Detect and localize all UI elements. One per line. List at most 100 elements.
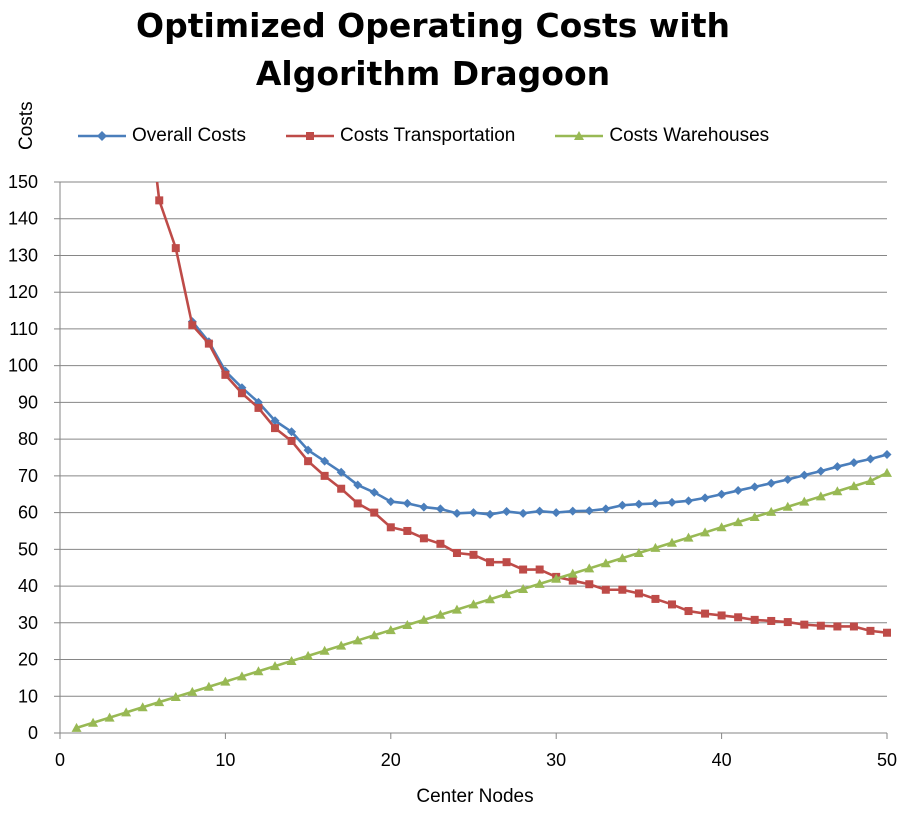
y-tick-label: 80 bbox=[18, 429, 38, 449]
y-tick-label: 150 bbox=[8, 172, 38, 192]
data-point-costs-transportation bbox=[684, 607, 693, 616]
data-point-costs-warehouses bbox=[88, 717, 99, 727]
data-point-costs-warehouses bbox=[253, 666, 264, 676]
data-point-overall-costs bbox=[535, 506, 545, 516]
data-point-overall-costs bbox=[617, 500, 627, 510]
data-point-costs-warehouses bbox=[716, 522, 727, 532]
data-point-overall-costs bbox=[303, 445, 313, 455]
data-point-overall-costs bbox=[419, 502, 429, 512]
x-tick-label: 40 bbox=[712, 750, 732, 770]
y-tick-label: 0 bbox=[28, 723, 38, 743]
x-tick-label: 20 bbox=[381, 750, 401, 770]
data-point-overall-costs bbox=[601, 504, 611, 514]
legend: Overall Costs Costs Transportation Costs… bbox=[78, 122, 809, 150]
data-point-costs-transportation bbox=[734, 613, 743, 622]
data-point-overall-costs bbox=[865, 454, 875, 464]
x-tick-label: 0 bbox=[55, 750, 65, 770]
data-point-costs-transportation bbox=[651, 594, 660, 603]
data-point-costs-transportation bbox=[287, 436, 296, 445]
data-point-overall-costs bbox=[766, 478, 776, 488]
data-point-costs-warehouses bbox=[435, 609, 446, 619]
data-point-costs-warehouses bbox=[700, 527, 711, 537]
data-point-overall-costs bbox=[717, 489, 727, 499]
data-point-overall-costs bbox=[518, 508, 528, 518]
y-tick-label: 100 bbox=[8, 356, 38, 376]
data-point-costs-warehouses bbox=[733, 517, 744, 527]
x-tick-label: 10 bbox=[215, 750, 235, 770]
data-point-costs-warehouses bbox=[799, 496, 810, 506]
data-point-costs-warehouses bbox=[336, 640, 347, 650]
y-tick-label: 90 bbox=[18, 392, 38, 412]
data-point-costs-transportation bbox=[486, 558, 495, 567]
data-point-costs-transportation bbox=[717, 611, 726, 620]
series-costs-warehouses bbox=[71, 467, 892, 732]
y-tick-label: 30 bbox=[18, 613, 38, 633]
data-point-overall-costs bbox=[452, 508, 462, 518]
data-point-costs-warehouses bbox=[782, 501, 793, 511]
y-tick-label: 130 bbox=[8, 245, 38, 265]
data-point-costs-transportation bbox=[750, 615, 759, 624]
data-point-overall-costs bbox=[733, 486, 743, 496]
data-point-costs-transportation bbox=[601, 585, 610, 594]
data-point-costs-warehouses bbox=[766, 506, 777, 516]
data-point-costs-warehouses bbox=[369, 630, 380, 640]
data-point-overall-costs bbox=[799, 470, 809, 480]
data-point-costs-warehouses bbox=[650, 542, 661, 552]
data-point-costs-warehouses bbox=[551, 573, 562, 583]
data-point-costs-warehouses bbox=[865, 476, 876, 486]
data-point-costs-transportation bbox=[304, 457, 313, 466]
data-point-overall-costs bbox=[336, 467, 346, 477]
data-point-costs-transportation bbox=[585, 580, 594, 589]
series-line-overall-costs bbox=[191, 320, 887, 516]
data-point-costs-warehouses bbox=[815, 491, 826, 501]
data-point-costs-warehouses bbox=[137, 702, 148, 712]
data-point-costs-transportation bbox=[188, 321, 197, 330]
data-point-overall-costs bbox=[783, 475, 793, 485]
y-tick-label: 20 bbox=[18, 650, 38, 670]
data-point-costs-transportation bbox=[701, 609, 710, 618]
data-point-overall-costs bbox=[320, 456, 330, 466]
data-point-costs-warehouses bbox=[666, 537, 677, 547]
y-tick-labels: 0 10 20 30 40 50 60 70 80 90 100 110 120 130 140 150 bbox=[8, 172, 38, 743]
data-point-costs-transportation bbox=[783, 618, 792, 627]
data-point-costs-warehouses bbox=[468, 599, 479, 609]
data-point-costs-transportation bbox=[618, 585, 627, 594]
series-group bbox=[71, 182, 892, 732]
y-tick-label: 70 bbox=[18, 466, 38, 486]
data-point-costs-warehouses bbox=[154, 697, 165, 707]
data-point-costs-warehouses bbox=[303, 650, 314, 660]
data-point-costs-warehouses bbox=[534, 578, 545, 588]
data-point-costs-transportation bbox=[849, 622, 858, 631]
data-point-costs-transportation bbox=[320, 471, 329, 480]
data-point-costs-transportation bbox=[833, 622, 842, 631]
data-point-costs-transportation bbox=[204, 339, 213, 348]
x-tick-label: 30 bbox=[546, 750, 566, 770]
data-point-overall-costs bbox=[750, 482, 760, 492]
x-tick-labels: 0 10 20 30 40 50 bbox=[55, 750, 897, 770]
y-tick-label: 60 bbox=[18, 503, 38, 523]
data-point-costs-warehouses bbox=[683, 532, 694, 542]
data-point-costs-warehouses bbox=[402, 620, 413, 630]
data-point-overall-costs bbox=[485, 509, 495, 519]
data-point-overall-costs bbox=[402, 498, 412, 508]
data-point-overall-costs bbox=[435, 504, 445, 514]
y-tick-label: 110 bbox=[9, 319, 38, 339]
legend-swatch-overall-costs bbox=[78, 131, 126, 141]
data-point-costs-warehouses bbox=[220, 676, 231, 686]
series-line-costs-warehouses bbox=[76, 471, 887, 730]
data-point-costs-transportation bbox=[634, 589, 643, 598]
y-tick-label: 10 bbox=[18, 686, 38, 706]
data-point-costs-warehouses bbox=[170, 692, 181, 702]
data-point-costs-transportation bbox=[469, 550, 478, 559]
data-point-costs-transportation bbox=[254, 403, 263, 412]
data-point-overall-costs bbox=[551, 508, 561, 518]
data-point-costs-transportation bbox=[667, 600, 676, 609]
data-point-overall-costs bbox=[386, 497, 396, 507]
data-point-overall-costs bbox=[287, 427, 297, 437]
data-point-overall-costs bbox=[502, 506, 512, 516]
y-tick-label: 40 bbox=[18, 576, 38, 596]
series-costs-transportation bbox=[155, 182, 891, 637]
data-point-costs-warehouses bbox=[600, 558, 611, 568]
data-point-costs-warehouses bbox=[848, 481, 859, 491]
data-point-costs-transportation bbox=[271, 424, 280, 433]
